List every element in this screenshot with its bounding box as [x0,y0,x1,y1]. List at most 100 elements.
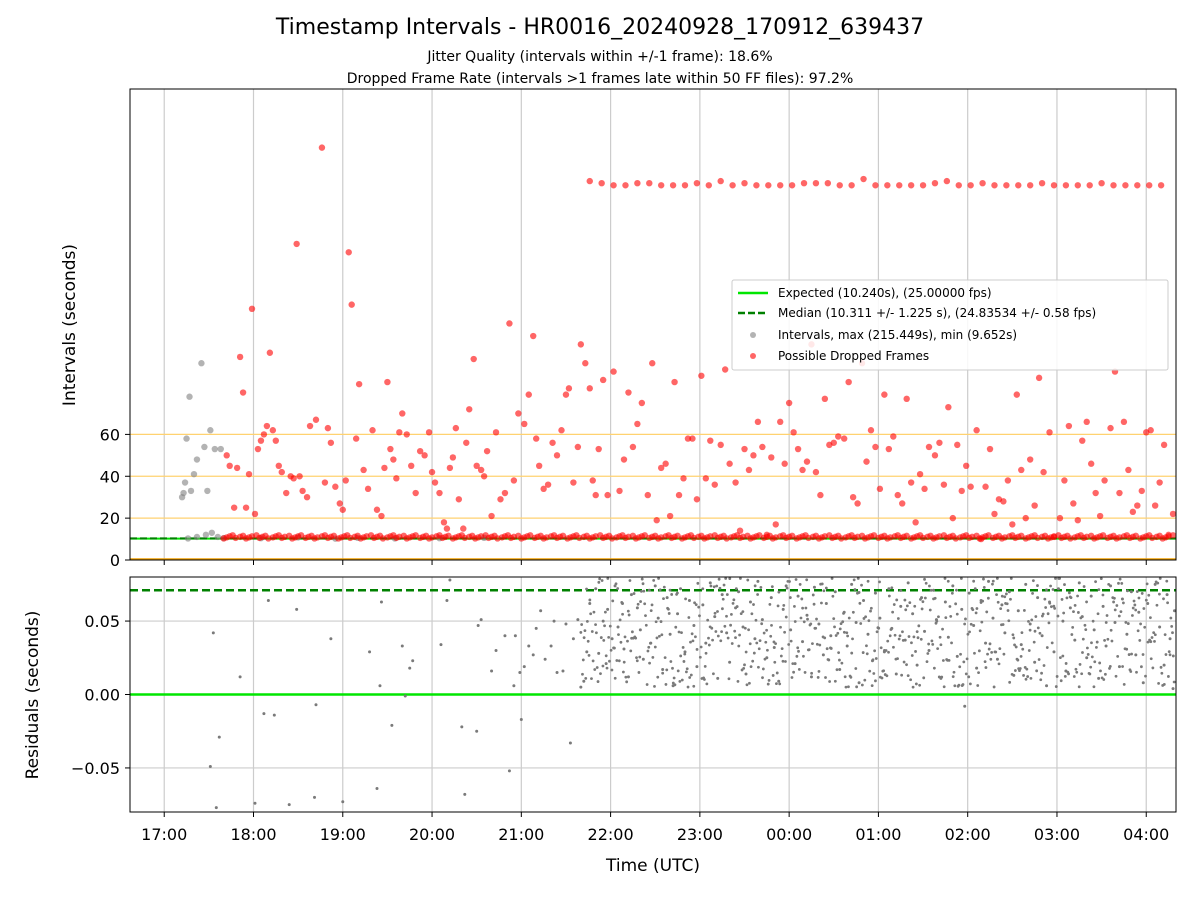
residual-cloud-point [1093,660,1097,664]
residual-point-55 [582,679,586,683]
residual-point-192 [1125,632,1129,636]
dropped-frame-point-97 [582,360,589,367]
dropped-frame-point-177 [945,403,952,411]
residual-cloud-point [1014,645,1018,649]
dropped-frame-point-165 [890,433,897,440]
residual-cloud-point [998,647,1002,651]
residual-cloud-point [636,602,640,606]
interval-point-7 [193,456,201,463]
residual-point-190 [1117,665,1121,669]
residual-cloud-point [743,626,747,630]
residual-point-34 [503,634,507,638]
residual-cloud-point [1126,589,1129,593]
residual-cloud-point [626,639,629,643]
residual-cloud-point [991,582,994,586]
residual-cloud-point [1076,594,1079,598]
residual-cloud-point [1072,675,1076,678]
residual-point-112 [801,640,805,644]
bottom-y-tick-label-0: 0.05 [84,612,120,631]
dropped-frame-point-10 [254,445,262,453]
residual-cloud-point [1058,577,1061,580]
residual-cloud-point [952,670,956,674]
residual-cloud-point [901,630,904,634]
residual-cloud-point [905,663,908,667]
residual-point-28 [463,792,467,796]
residual-cloud-point [709,584,713,588]
residual-cloud-point [737,644,741,648]
residual-cloud-point [773,660,777,664]
residual-point-109 [789,628,793,632]
residual-cloud-point [964,617,967,621]
residual-cloud-point [720,630,723,634]
residual-cloud-point [859,622,863,625]
residual-cloud-point [1162,683,1166,686]
residual-cloud-point [1080,672,1084,676]
residual-cloud-point [909,678,913,682]
dropped-frame-point-87 [540,485,547,493]
residual-cloud-point [1005,602,1009,606]
dropped-frame-point-124 [702,475,710,482]
residual-cloud-point [914,650,917,653]
residual-cloud-point [1027,619,1030,623]
residual-cloud-point [1040,671,1043,675]
residual-cloud-point [640,577,644,581]
residual-point-61 [604,662,608,666]
residual-cloud-point [1051,588,1055,591]
dropped-frame-point-179 [954,441,961,449]
residual-cloud-point [626,609,630,613]
residual-cloud-point [1039,678,1043,682]
dropped-frame-point-30 [324,424,332,432]
residual-cloud-point [1061,654,1065,658]
dropped-frame-point-259 [967,182,974,189]
dropped-frame-point-65 [452,424,460,432]
residual-point-143 [927,648,931,652]
interval-point-8 [198,360,205,367]
residual-cloud-point [611,599,615,603]
dropped-frame-point-184 [977,535,985,543]
residual-cloud-point [986,596,990,600]
residual-cloud-point [932,666,936,670]
dropped-frame-point-221 [1147,427,1154,434]
residual-cloud-point [1163,633,1167,637]
dropped-frame-point-80 [510,477,518,484]
top-x-ticks [163,560,1147,565]
dropped-frame-point-119 [680,475,687,482]
dropped-frame-point-227 [586,177,593,185]
dropped-frame-point-198 [1040,468,1047,476]
dropped-frame-point-115 [662,460,669,467]
residual-cloud-point [995,593,998,597]
residual-cloud-point [731,601,735,605]
residual-cloud-point [1037,658,1041,661]
dropped-frame-point-82 [521,420,528,428]
residual-point-73 [647,588,651,592]
residual-cloud-point [600,579,604,582]
residual-cloud-point [955,588,958,592]
residual-cloud-point [648,641,652,645]
dropped-frame-point-112 [649,360,656,367]
dropped-frame-point-33 [336,500,343,507]
residual-cloud-point [765,628,769,632]
residual-cloud-point [1135,670,1138,674]
x-tick-label-4: 21:00 [498,825,544,844]
residual-cloud-point [1145,582,1149,586]
residual-cloud-point [601,664,605,668]
dropped-frame-point-261 [991,182,998,189]
residual-cloud-point [872,672,876,675]
residual-cloud-point [756,593,759,596]
residual-cloud-point [865,652,869,656]
dropped-frame-point-200 [1050,533,1058,541]
residual-cloud-point [1110,639,1114,643]
residual-cloud-point [910,641,913,645]
dropped-frame-point-103 [604,491,611,499]
residual-cloud-point [843,675,847,679]
dropped-frame-point-186 [986,445,994,453]
residual-cloud-point [795,654,799,658]
residual-cloud-point [1136,629,1140,633]
residual-cloud-point [896,617,900,620]
residual-cloud-point [991,579,995,583]
dropped-frame-point-108 [629,443,637,451]
dropped-frame-point-75 [488,512,495,520]
residual-point-56 [585,650,589,654]
dropped-frame-point-111 [644,491,651,499]
residual-cloud-point [918,683,922,687]
